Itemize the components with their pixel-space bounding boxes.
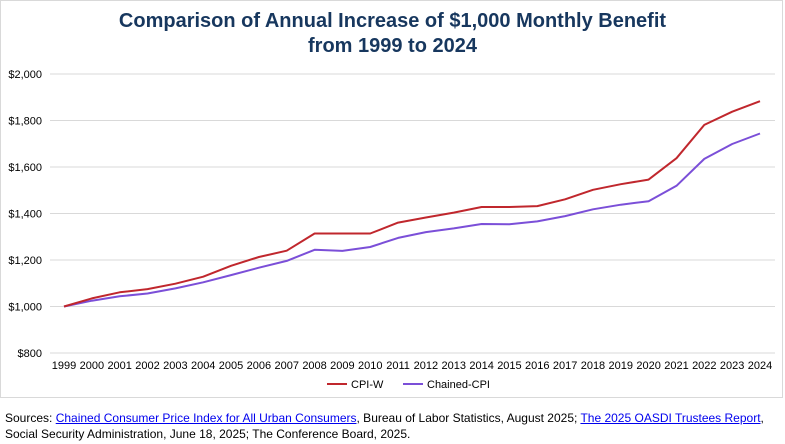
- x-tick-label: 2001: [107, 360, 131, 372]
- x-tick-label: 2013: [442, 360, 466, 372]
- x-tick-label: 2005: [219, 360, 243, 372]
- x-tick-label: 2002: [135, 360, 159, 372]
- trustees-report-link[interactable]: The 2025 OASDI Trustees Report: [580, 411, 761, 425]
- series-line-cpi-w: [63, 100, 761, 308]
- x-tick-label: 2006: [247, 360, 271, 372]
- x-tick-label: 2017: [553, 360, 577, 372]
- x-tick-label: 2009: [330, 360, 354, 372]
- x-tick-label: 2011: [386, 360, 410, 372]
- x-tick-label: 2010: [358, 360, 382, 372]
- line-chart: $800 $1,000 $1,200 $1,400 $1,600 $1,800 $2,000…: [8, 69, 775, 391]
- y-tick-label: $800: [18, 348, 42, 360]
- chart-title-line-1: Comparison of Annual Increase of $1,000 …: [118, 10, 667, 32]
- sources-mid: , Bureau of Labor Statistics, August 202…: [356, 411, 581, 425]
- x-tick-label: 2004: [191, 360, 215, 372]
- chart-title-line-2: from 1999 to 2024: [308, 35, 477, 57]
- y-axis-ticks: $800 $1,000 $1,200 $1,400 $1,600 $1,800 $2,000: [8, 69, 42, 360]
- y-tick-label: $1,200: [8, 255, 42, 267]
- x-axis-ticks: 1999 2000 2001 2002 2003 2004 2005 2006 2007 2008…: [52, 360, 772, 372]
- x-tick-label: 1999: [52, 360, 76, 372]
- sources-prefix: Sources:: [5, 411, 56, 425]
- x-tick-label: 2007: [274, 360, 298, 372]
- sources-suffix: , Social Security Administration, June 1…: [5, 411, 764, 441]
- x-tick-label: 2024: [748, 360, 772, 372]
- sources-note: Sources: Chained Consumer Price Index fo…: [5, 410, 780, 442]
- legend: CPI-W Chained-CPI: [327, 379, 490, 391]
- x-tick-label: 2016: [525, 360, 549, 372]
- x-tick-label: 2003: [163, 360, 187, 372]
- legend-cpi-w-label: CPI-W: [351, 379, 384, 391]
- series-lines: [63, 100, 761, 308]
- x-tick-label: 2023: [720, 360, 744, 372]
- x-tick-label: 2020: [636, 360, 660, 372]
- x-tick-label: 2012: [414, 360, 438, 372]
- x-tick-label: 2008: [302, 360, 326, 372]
- x-tick-label: 2000: [80, 360, 104, 372]
- chained-cpi-source-link[interactable]: Chained Consumer Price Index for All Urb…: [55, 411, 357, 425]
- x-tick-label: 2014: [469, 360, 493, 372]
- series-line-chained-cpi: [63, 132, 761, 308]
- y-tick-label: $2,000: [8, 69, 42, 81]
- x-tick-label: 2019: [609, 360, 633, 372]
- legend-chained-cpi-label: Chained-CPI: [427, 379, 490, 391]
- x-tick-label: 2018: [581, 360, 605, 372]
- x-tick-label: 2015: [497, 360, 521, 372]
- y-tick-label: $1,800: [8, 116, 42, 128]
- gridlines: [50, 73, 775, 354]
- y-tick-label: $1,000: [8, 302, 42, 314]
- y-tick-label: $1,600: [8, 162, 42, 174]
- x-tick-label: 2021: [664, 360, 688, 372]
- chart-title: Comparison of Annual Increase of $1,000 …: [0, 9, 785, 59]
- x-tick-label: 2022: [692, 360, 716, 372]
- y-tick-label: $1,400: [8, 209, 42, 221]
